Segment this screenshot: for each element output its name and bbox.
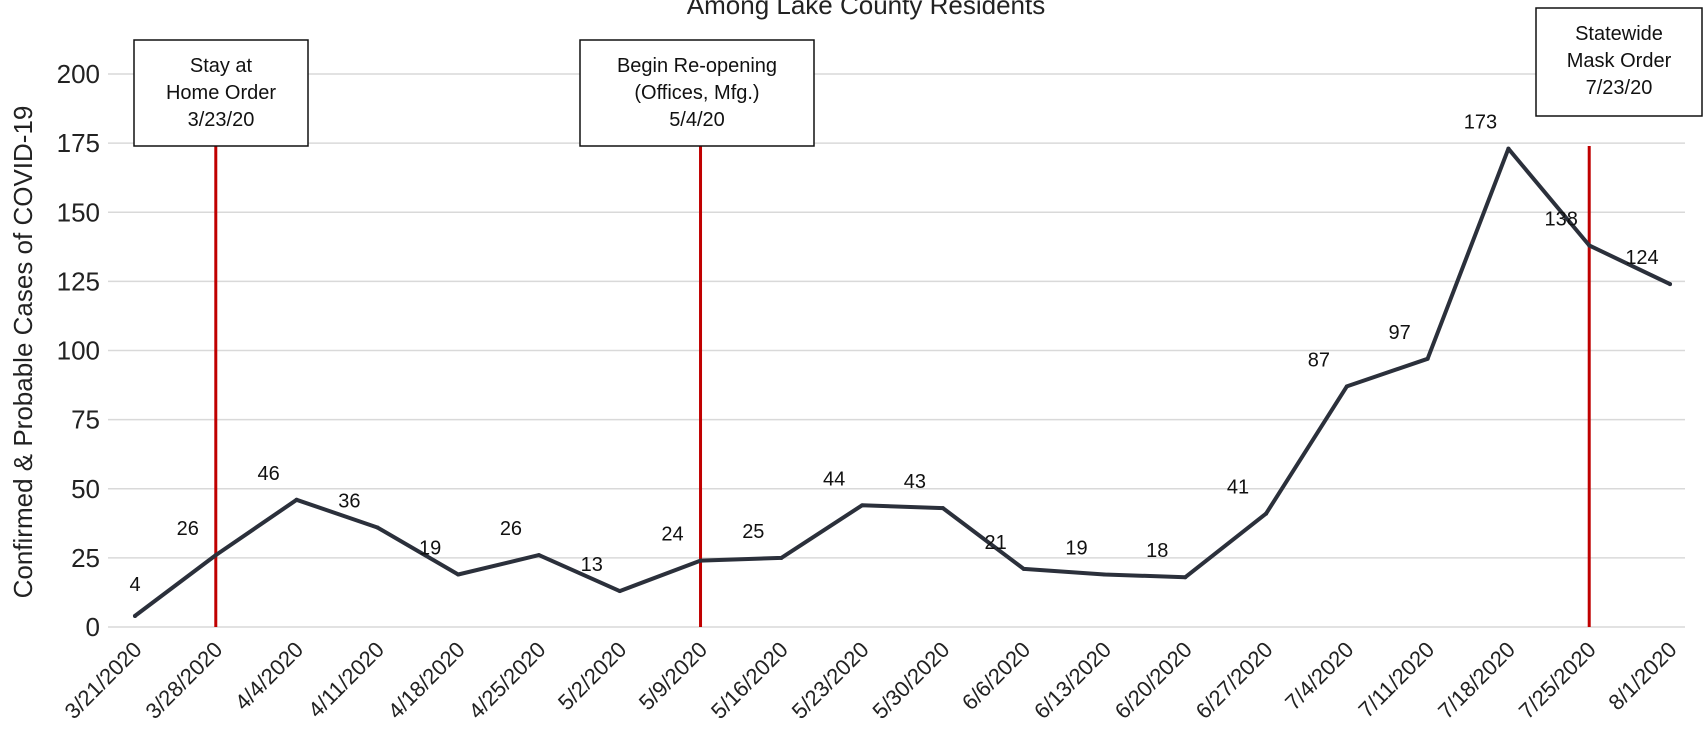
x-tick-label: 4/4/2020 <box>230 637 308 715</box>
data-label: 43 <box>904 471 926 493</box>
data-label: 87 <box>1308 349 1330 371</box>
x-tick-label: 7/4/2020 <box>1280 637 1358 715</box>
y-tick-label: 150 <box>57 197 100 227</box>
data-label: 41 <box>1227 477 1249 499</box>
annotation-text: 7/23/20 <box>1586 77 1653 99</box>
data-point <box>1264 511 1269 516</box>
data-point <box>860 503 865 508</box>
data-label: 25 <box>742 521 764 543</box>
gridlines <box>108 73 1685 628</box>
x-tick-label: 4/11/2020 <box>303 637 389 723</box>
annotation-text: Mask Order <box>1567 50 1672 72</box>
data-point <box>617 589 622 594</box>
chart-title: Among Lake County Residents <box>687 0 1045 20</box>
annotation-box <box>133 39 309 147</box>
annotation-text: Statewide <box>1575 23 1663 45</box>
data-label: 18 <box>1146 540 1168 562</box>
data-label: 21 <box>985 532 1007 554</box>
data-label: 36 <box>338 490 360 512</box>
data-point <box>133 613 137 618</box>
annotation-text: Begin Re-opening <box>617 55 777 77</box>
data-label: 13 <box>581 554 603 576</box>
x-tick-label: 6/13/2020 <box>1029 637 1116 724</box>
data-point <box>1587 243 1592 248</box>
annotation-text: 5/4/20 <box>669 109 725 131</box>
y-tick-label: 75 <box>71 405 100 435</box>
data-label: 19 <box>1065 537 1087 559</box>
x-tick-label: 8/1/2020 <box>1603 637 1681 715</box>
data-point <box>1425 356 1430 361</box>
x-tick-label: 5/23/2020 <box>787 637 874 724</box>
y-tick-label: 100 <box>57 336 100 366</box>
data-label: 24 <box>661 524 683 546</box>
x-tick-label: 3/21/2020 <box>60 637 147 724</box>
x-tick-label: 4/18/2020 <box>383 637 470 724</box>
annotation-text: Home Order <box>166 82 276 104</box>
x-tick-label: 4/25/2020 <box>464 637 551 724</box>
data-point <box>456 572 461 577</box>
x-tick-label: 5/2/2020 <box>553 637 631 715</box>
data-point <box>940 506 945 511</box>
y-tick-label: 175 <box>57 128 100 158</box>
annotation-box <box>1535 7 1703 117</box>
data-label: 97 <box>1389 322 1411 344</box>
x-tick-label: 5/30/2020 <box>868 637 955 724</box>
data-label: 26 <box>177 518 199 540</box>
data-point <box>536 553 541 558</box>
annotation-text: (Offices, Mfg.) <box>634 82 759 104</box>
x-tick-label: 6/6/2020 <box>957 637 1035 715</box>
annotation-text: Stay at <box>190 55 253 77</box>
data-label: 173 <box>1464 112 1497 134</box>
y-tick-label: 200 <box>57 59 100 89</box>
data-point <box>1668 282 1672 287</box>
x-tick-label: 3/28/2020 <box>140 637 227 724</box>
data-label: 46 <box>257 463 279 485</box>
data-point <box>213 553 218 558</box>
annotation-text: 3/23/20 <box>188 109 255 131</box>
x-tick-label: 7/25/2020 <box>1514 637 1601 724</box>
data-point <box>1102 572 1107 577</box>
series-layer <box>133 146 1672 618</box>
y-axis-ticks: 0 25 50 75 100 125 150 175 200 <box>57 59 100 642</box>
y-tick-label: 0 <box>86 612 100 642</box>
x-tick-label: 5/9/2020 <box>634 637 712 715</box>
data-point <box>779 555 784 560</box>
data-label: 19 <box>419 537 441 559</box>
x-tick-label: 6/27/2020 <box>1191 637 1278 724</box>
data-point <box>698 558 703 563</box>
data-point <box>1344 384 1349 389</box>
data-label: 26 <box>500 518 522 540</box>
data-label: 124 <box>1625 247 1658 269</box>
annotation-box <box>579 39 815 147</box>
data-point <box>1183 575 1188 580</box>
data-label: 44 <box>823 468 845 490</box>
y-axis-label: Confirmed & Probable Cases of COVID-19 <box>8 106 38 599</box>
policy-annotations: Stay at Home Order 3/23/20 Begin Re-opening… <box>133 7 1703 627</box>
x-tick-label: 5/16/2020 <box>706 637 793 724</box>
data-label: 4 <box>129 574 140 596</box>
data-point <box>294 497 299 502</box>
data-labels: 4 26 46 36 19 26 13 24 25 44 43 21 19 18 41 87 97 173 138 1… <box>129 112 1658 596</box>
data-label: 138 <box>1545 208 1578 230</box>
y-tick-label: 50 <box>71 474 100 504</box>
x-tick-label: 7/11/2020 <box>1353 637 1439 723</box>
data-point <box>1021 566 1026 571</box>
series-line <box>133 146 1672 618</box>
x-tick-label: 6/20/2020 <box>1110 637 1197 724</box>
y-tick-label: 125 <box>57 266 100 296</box>
data-point <box>375 525 380 530</box>
x-tick-label: 7/18/2020 <box>1433 637 1520 724</box>
data-point <box>1506 146 1511 151</box>
y-tick-label: 25 <box>71 543 100 573</box>
